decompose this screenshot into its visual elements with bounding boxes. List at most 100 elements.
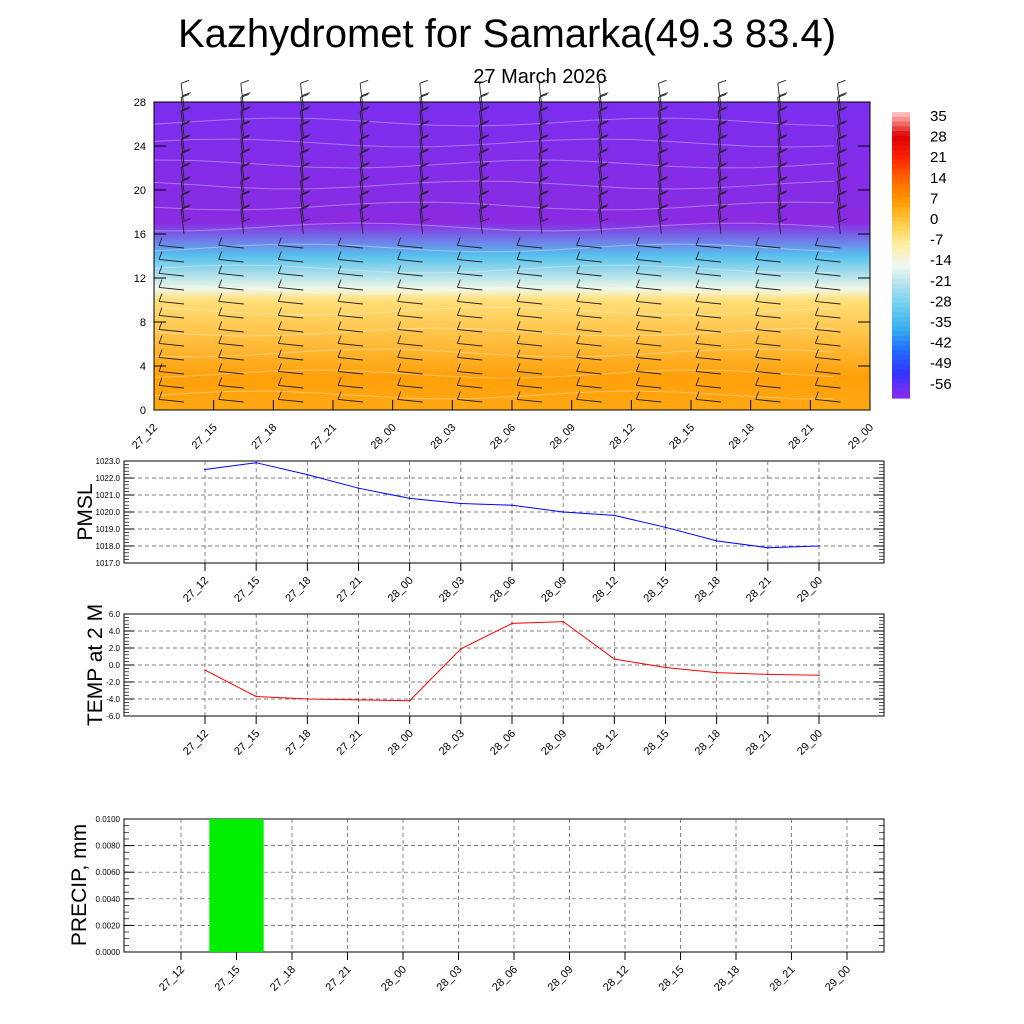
wind-barb — [635, 321, 662, 333]
colorbar-segment — [892, 116, 910, 123]
wind-barb-shaft — [240, 195, 245, 221]
wind-barb-feather — [779, 204, 788, 209]
wind-barb — [516, 363, 543, 375]
wind-barb — [695, 293, 722, 305]
colorbar-label: -7 — [930, 232, 943, 249]
wind-barb — [397, 391, 423, 403]
colorbar-segment — [892, 340, 910, 347]
wind-barb — [337, 335, 364, 347]
colorbar-segment — [892, 135, 910, 142]
wind-barb-feather — [755, 279, 760, 288]
wind-barb-shaft — [218, 343, 244, 347]
wind-barb-shaft — [777, 139, 782, 165]
wind-barb — [397, 307, 423, 319]
wind-barb-shaft — [576, 301, 602, 305]
wind-barb-feather — [218, 321, 223, 330]
wind-barb-feather — [635, 251, 640, 260]
wind-barb — [397, 237, 423, 249]
wind-barb-feather — [361, 162, 370, 167]
wind-barb-shaft — [397, 329, 423, 333]
wind-barb-shaft — [180, 167, 185, 193]
x-tick-label: 28_09 — [548, 422, 578, 452]
wind-barb-feather — [779, 106, 788, 111]
wind-barb-shaft — [815, 343, 841, 347]
wind-barb-shaft — [755, 259, 781, 263]
wind-barb-feather — [659, 106, 669, 111]
wind-barb-feather — [361, 106, 370, 111]
wind-barb-feather — [182, 92, 191, 97]
wind-barb-feather — [516, 265, 521, 274]
wind-barb-feather — [516, 335, 521, 344]
wind-barb-feather — [480, 134, 490, 139]
y-tick-label: 0.0080 — [96, 842, 121, 851]
wind-barb-feather — [218, 237, 223, 246]
x-tick-label: 27_21 — [309, 422, 339, 452]
x-tick-label: 28_03 — [428, 422, 458, 452]
colorbar-segment — [892, 159, 910, 166]
temperature-field — [154, 102, 870, 410]
wind-barb — [456, 377, 483, 389]
x-tick-label: 29_00 — [846, 422, 876, 452]
colorbar-segment — [892, 283, 910, 289]
wind-barb-shaft — [337, 343, 364, 347]
wind-barb — [337, 279, 364, 291]
wind-barb-feather — [337, 391, 342, 400]
wind-barb-feather — [516, 391, 521, 400]
wind-barb-feather — [480, 162, 490, 167]
wind-barb-feather — [218, 307, 223, 316]
y-tick-label: 24 — [134, 141, 146, 153]
wind-barb-shaft — [777, 167, 782, 193]
wind-barb-feather — [659, 162, 669, 167]
wind-barb-feather — [695, 321, 700, 330]
colorbar-segment — [892, 221, 910, 227]
wind-barb-shaft — [516, 385, 543, 389]
wind-barb — [218, 237, 244, 249]
colorbar-segment — [892, 369, 910, 375]
wind-barb-feather — [814, 251, 819, 260]
wind-barb — [419, 79, 430, 109]
wind-barb-feather — [576, 293, 581, 302]
wind-barb-shaft — [479, 167, 483, 193]
wind-barb-feather — [635, 391, 640, 400]
wind-barb-shaft — [337, 287, 364, 291]
wind-barb-shaft — [278, 273, 304, 277]
wind-barb — [158, 349, 185, 361]
contour-line — [153, 390, 835, 400]
x-tick-label: 29_00 — [823, 964, 853, 994]
wind-barb-feather — [719, 190, 728, 195]
wind-barb-feather — [695, 293, 700, 302]
wind-barb-shaft — [576, 259, 602, 263]
y-tick-label: 0 — [140, 405, 146, 417]
wind-barb-feather — [576, 321, 581, 330]
wind-barb — [755, 321, 781, 333]
wind-barb — [755, 377, 781, 389]
wind-barb-shaft — [576, 343, 602, 347]
wind-barb-feather — [837, 79, 846, 84]
wind-barb-feather — [337, 251, 342, 260]
wind-barb — [717, 79, 728, 109]
temp-axis-label: TEMP at 2 M — [84, 604, 107, 726]
colorbar-label: 21 — [930, 149, 947, 166]
wind-barb — [814, 363, 841, 375]
wind-barb-shaft — [419, 181, 424, 207]
wind-barb-shaft — [777, 125, 782, 151]
wind-barb-feather — [182, 218, 191, 223]
wind-barb-feather — [600, 162, 609, 167]
colorbar-segment — [892, 126, 910, 132]
wind-barb-feather — [695, 349, 700, 358]
wind-barb — [658, 79, 669, 109]
wind-barb-shaft — [337, 385, 364, 389]
wind-barb-feather — [397, 377, 402, 386]
wind-barb-feather — [598, 79, 607, 84]
x-tick-label: 27_12 — [130, 422, 160, 452]
colorbar-segment — [892, 383, 910, 390]
wind-barb-feather — [182, 204, 191, 209]
wind-barb-shaft — [658, 139, 662, 165]
wind-barb — [456, 335, 483, 347]
y-tick-label: 28 — [134, 97, 146, 109]
pmsl-line — [204, 462, 820, 549]
wind-barb-feather — [158, 279, 163, 288]
wind-barb-feather — [576, 279, 581, 288]
wind-barb — [337, 349, 364, 361]
